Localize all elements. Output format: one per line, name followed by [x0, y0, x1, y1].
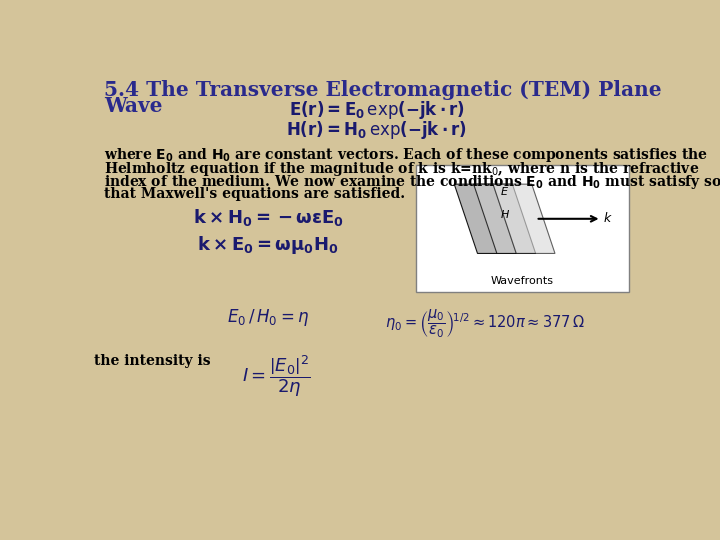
Text: $\mathbf{H(r) = H_0\,\exp(-jk \cdot r)}$: $\mathbf{H(r) = H_0\,\exp(-jk \cdot r)}$ [286, 119, 467, 141]
Text: Wave: Wave [104, 96, 163, 116]
Text: the intensity is: the intensity is [94, 354, 210, 368]
Text: k: k [604, 212, 611, 225]
Polygon shape [493, 184, 555, 253]
Text: $E_0\,/\,H_0 = \eta$: $E_0\,/\,H_0 = \eta$ [227, 307, 310, 328]
Text: $\mathbf{k \times H_0 = -\omega\varepsilon E_0}$: $\mathbf{k \times H_0 = -\omega\varepsil… [193, 207, 343, 228]
Text: $I = \dfrac{\left|E_0\right|^2}{2\eta}$: $I = \dfrac{\left|E_0\right|^2}{2\eta}$ [242, 354, 310, 399]
Text: that Maxwell's equations are satisfied.: that Maxwell's equations are satisfied. [104, 187, 405, 201]
Text: $\eta_0 = \left(\dfrac{\mu_0}{\varepsilon_0}\right)^{\!1/2} \approx 120\pi \appr: $\eta_0 = \left(\dfrac{\mu_0}{\varepsilo… [385, 307, 585, 340]
Text: 5.4 The Transverse Electromagnetic (TEM) Plane: 5.4 The Transverse Electromagnetic (TEM)… [104, 80, 662, 100]
Text: E: E [501, 187, 508, 197]
FancyBboxPatch shape [415, 165, 629, 292]
Text: $\mathbf{k \times E_0 = \omega\mu_0 H_0}$: $\mathbf{k \times E_0 = \omega\mu_0 H_0}… [197, 234, 339, 256]
Text: Helmholtz equation if the magnitude of k is k=nk$_0$, where n is the refractive: Helmholtz equation if the magnitude of k… [104, 159, 699, 178]
Text: Wavefronts: Wavefronts [491, 276, 554, 286]
Polygon shape [454, 184, 516, 253]
Text: index of the medium. We now examine the conditions $\mathbf{E_0}$ and $\mathbf{H: index of the medium. We now examine the … [104, 173, 720, 191]
Text: H: H [500, 210, 509, 220]
Polygon shape [474, 184, 536, 253]
Text: where $\mathbf{E_0}$ and $\mathbf{H_0}$ are constant vectors. Each of these comp: where $\mathbf{E_0}$ and $\mathbf{H_0}$ … [104, 146, 708, 164]
Text: $\mathbf{E(r) = E_0\,\exp(-jk \cdot r)}$: $\mathbf{E(r) = E_0\,\exp(-jk \cdot r)}$ [289, 99, 464, 122]
